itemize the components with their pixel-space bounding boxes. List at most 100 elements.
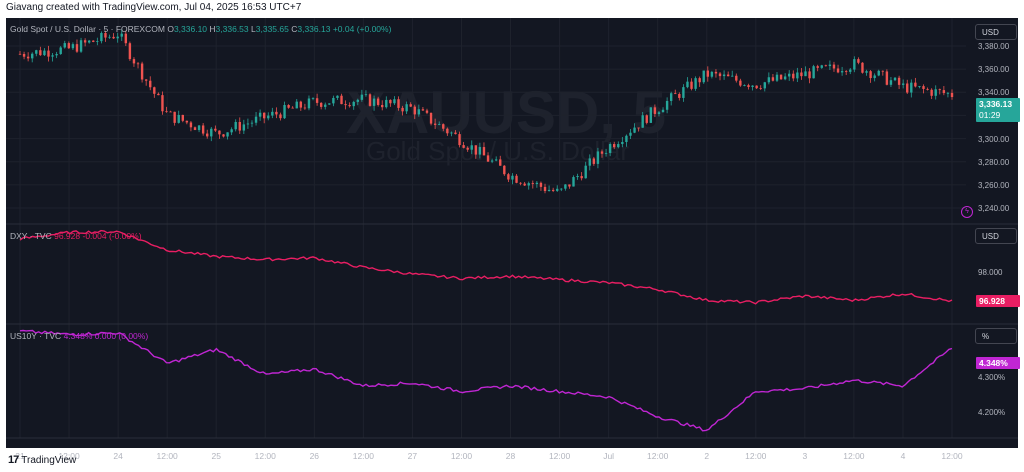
gold-countdown: 01:29 (979, 110, 1001, 120)
time-tick-label: 25 (211, 451, 221, 461)
gold-last-price: 3,336.13 (979, 99, 1013, 109)
gold-candle (226, 132, 229, 140)
gold-candle (51, 53, 54, 62)
gold-candle (494, 156, 498, 162)
dxy-line (19, 229, 953, 305)
gold-legend: Gold Spot / U.S. Dollar · 5 · FOREXCOM O… (10, 24, 391, 34)
gold-candle (446, 127, 449, 136)
time-tick-label: 26 (309, 451, 320, 461)
gold-candle (124, 30, 128, 47)
gold-candle (462, 141, 465, 149)
gold-candle (873, 73, 876, 82)
gold-candle (258, 109, 262, 121)
gold-candle (755, 85, 758, 90)
gold-candle (71, 42, 75, 50)
gold-candle (832, 61, 836, 72)
gold-candle (588, 154, 591, 171)
gold-candle (551, 187, 555, 193)
gold-candle (576, 173, 579, 180)
gold-candle (311, 97, 315, 101)
gold-candle (946, 91, 950, 98)
chart-canvas[interactable] (6, 18, 1018, 448)
gold-candle (450, 131, 453, 137)
gold-candle (238, 117, 241, 134)
gold-candle (580, 172, 583, 181)
gold-candle (136, 62, 140, 69)
gold-candle (507, 172, 510, 183)
gold-candle (861, 62, 864, 74)
gold-candle (295, 99, 298, 109)
time-tick-label: 28 (505, 451, 516, 461)
gold-candle (702, 70, 705, 84)
gold-candle (104, 30, 107, 42)
watermark-symbol: XAUUSD, 5 (346, 79, 667, 146)
gold-candle (718, 71, 722, 81)
gold-candle (254, 112, 258, 126)
us10y-unit-button[interactable]: % (975, 328, 1017, 344)
gold-candle (319, 102, 323, 110)
us10y-change: 0.000 (0.00%) (94, 331, 149, 341)
gold-candle (132, 57, 136, 67)
gold-candle (181, 114, 184, 123)
gold-candle (881, 70, 885, 76)
gold-candle (287, 104, 290, 109)
gold-candle (144, 79, 148, 86)
gold-candle (35, 49, 38, 57)
watermark-desc: Gold Spot / U.S. Dollar (366, 136, 629, 166)
gold-candle (503, 165, 506, 176)
gold-candle (877, 69, 880, 77)
time-tick-label: 12:00 (156, 451, 178, 461)
gold-candle (731, 70, 734, 77)
gold-candle (173, 111, 176, 126)
flash-icon[interactable]: ϟ (961, 206, 973, 218)
gold-candle (669, 91, 673, 106)
gold-candle (930, 88, 933, 100)
gold-candle (303, 103, 307, 110)
dxy-axis-label: 98.000 (978, 268, 1003, 277)
gold-candle (75, 39, 79, 53)
us10y-legend: US10Y · TVC 4.348% 0.000 (0.00%) (10, 331, 148, 341)
gold-candle (55, 51, 58, 59)
dxy-currency-button[interactable]: USD (975, 228, 1017, 244)
gold-candle (535, 181, 539, 188)
footer: 17 TradingView (8, 454, 76, 466)
gold-candle (59, 46, 62, 55)
gold-candle (519, 182, 522, 186)
gold-candle (796, 67, 799, 83)
gold-candle (128, 41, 132, 61)
gold-candle (910, 79, 913, 98)
gold-currency-button[interactable]: USD (975, 24, 1017, 40)
gold-candle (356, 98, 359, 106)
gold-candle (149, 76, 152, 91)
gold-candle (759, 85, 762, 91)
gold-candle (108, 34, 111, 39)
gold-change: +0.04 (+0.00%) (332, 24, 392, 34)
gold-candle (812, 64, 815, 79)
gold-candle (22, 51, 26, 60)
gold-candle (686, 77, 689, 89)
gold-candle (409, 102, 412, 108)
gold-candle (788, 70, 791, 81)
gold-candle (230, 127, 233, 136)
gold-candle (523, 181, 526, 187)
gold-candle (206, 129, 209, 139)
gold-candle (63, 40, 66, 49)
gold-candle (324, 102, 327, 110)
gold-candle (844, 70, 848, 76)
gold-candle (641, 111, 644, 128)
gold-candle (600, 149, 604, 158)
gold-candle (906, 79, 909, 94)
gold-candle (722, 70, 726, 80)
gold-candle (210, 127, 213, 142)
gold-candle (39, 46, 42, 56)
gold-candle (31, 52, 34, 63)
gold-axis-label: 3,280.00 (978, 157, 1010, 167)
gold-candle (470, 140, 473, 155)
gold-candle (775, 72, 779, 82)
pane-separators (6, 223, 1018, 439)
gold-candle (185, 120, 189, 125)
gold-candle (246, 118, 250, 129)
time-tick-label: 12:00 (352, 451, 374, 461)
gold-candle (169, 110, 172, 113)
time-tick-label: 12:00 (843, 451, 865, 461)
